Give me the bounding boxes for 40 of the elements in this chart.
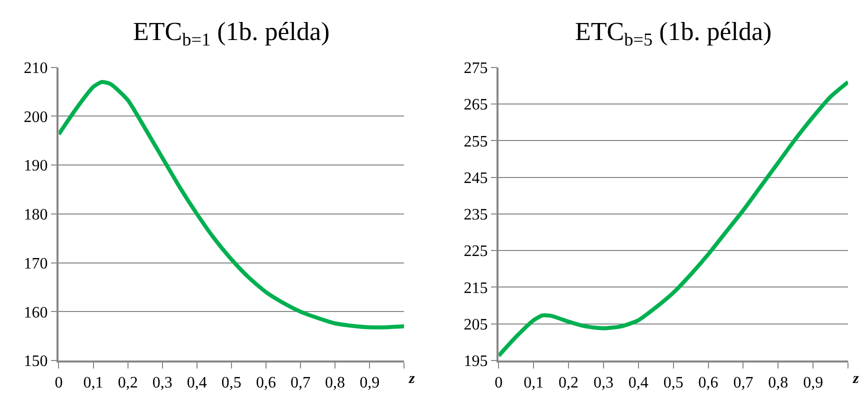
x-tick-label: 0,2 <box>558 374 579 392</box>
y-tick-label: 170 <box>24 255 48 272</box>
y-tick-label: 265 <box>464 96 488 114</box>
x-tick-label: 0,2 <box>118 374 138 392</box>
x-tick-label: 0,7 <box>733 374 754 392</box>
x-tick-label: 0,6 <box>698 374 718 392</box>
x-tick-label: 0,9 <box>360 374 380 392</box>
x-tick-label: 0,9 <box>803 374 824 392</box>
y-tick-label: 210 <box>24 60 48 77</box>
y-tick-label: 180 <box>24 206 48 224</box>
x-tick-label: 0,5 <box>221 374 242 392</box>
x-tick-label: 0 <box>54 374 63 392</box>
x-tick-label: 0,7 <box>290 374 311 392</box>
y-tick-label: 255 <box>464 133 488 150</box>
x-tick-label: 0,6 <box>256 374 276 392</box>
x-tick-label: 0,3 <box>152 374 172 392</box>
y-tick-label: 160 <box>24 304 48 322</box>
y-tick-label: 215 <box>464 280 488 297</box>
y-tick-label: 275 <box>464 60 488 77</box>
y-tick-label: 235 <box>464 206 488 224</box>
x-tick-label: 0,3 <box>593 374 614 392</box>
x-tick-label: 0,5 <box>663 374 684 392</box>
x-tick-label: 0,4 <box>628 374 648 392</box>
y-tick-label: 200 <box>24 108 48 126</box>
x-tick-label: 0,4 <box>186 374 207 392</box>
chart-title: ETC$_{b=5}$ (1b. példa) <box>575 17 772 50</box>
x-tick-label: 0,8 <box>325 374 346 392</box>
y-tick-label: 205 <box>464 316 488 334</box>
y-tick-label: 225 <box>464 243 488 260</box>
y-tick-label: 150 <box>24 353 48 370</box>
x-tick-label: 0 <box>494 374 503 392</box>
chart-title: ETC$_{b=1}$ (1b. példa) <box>133 17 330 50</box>
x-axis-title: z <box>852 371 859 387</box>
y-tick-label: 195 <box>464 353 488 370</box>
x-axis-title: z <box>408 371 415 387</box>
x-tick-label: 0,1 <box>524 374 544 392</box>
y-tick-label: 190 <box>24 158 48 175</box>
x-tick-label: 0,1 <box>83 374 104 392</box>
x-tick-label: 0,8 <box>768 374 788 392</box>
y-tick-label: 245 <box>464 170 488 187</box>
